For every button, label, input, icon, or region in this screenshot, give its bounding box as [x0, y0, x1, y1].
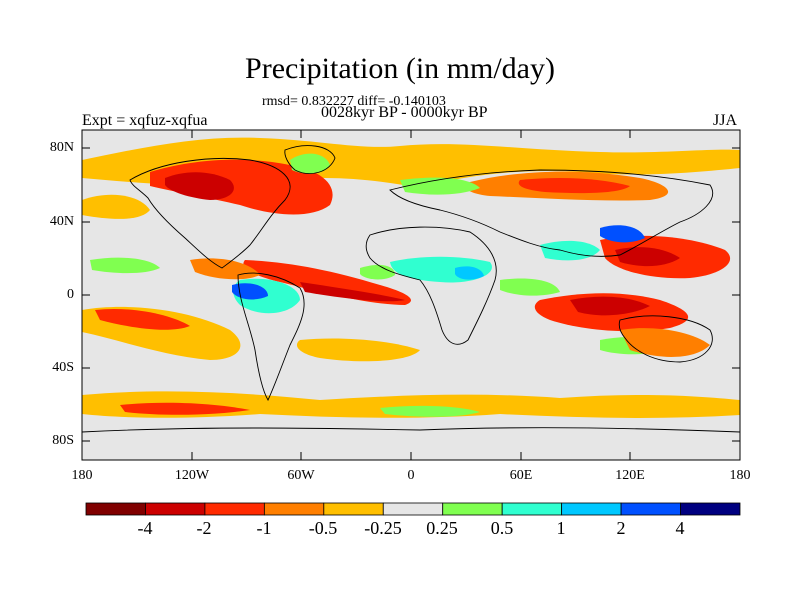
sahel-green: [360, 264, 395, 280]
colorbar-swatch: [680, 502, 741, 516]
colorbar-label: -2: [196, 518, 212, 538]
s-atlantic-orange: [296, 338, 420, 362]
lon-label-60w: 60W: [287, 468, 315, 483]
southern-ocean-red: [120, 402, 250, 415]
s-pacific-red: [95, 308, 190, 330]
s-china-blue: [600, 225, 645, 243]
colorbar-swatch: [263, 502, 325, 516]
greenland-outline: [284, 145, 336, 174]
colorbar-label: 2: [616, 518, 626, 538]
lon-label-180e: 180: [729, 468, 751, 483]
antarctic-green: [380, 405, 480, 417]
south-america-outline: [237, 272, 305, 401]
eurasia-outline: [389, 169, 714, 257]
map-title: Precipitation (in mm/day): [245, 52, 555, 85]
lon-label-120w: 120W: [174, 468, 210, 483]
colorbar-swatch: [561, 502, 622, 516]
lon-label-180w: 180: [71, 468, 93, 483]
lon-label-60e: 60E: [509, 468, 533, 483]
antarctica-outline: [82, 427, 740, 433]
colorbar-swatch: [620, 502, 681, 516]
amazon-blue: [232, 283, 268, 300]
colorbar-swatch: [442, 502, 503, 516]
greenland-green: [290, 153, 330, 174]
north-america-outline: [129, 158, 291, 269]
lon-tickmarks: [81, 130, 741, 460]
season-label: JJA: [713, 112, 738, 129]
colorbar-swatch: [204, 502, 265, 516]
southern-ocean-orange: [82, 391, 740, 418]
eurasia-darkred: [518, 178, 630, 194]
colorbar-swatch: [85, 502, 146, 516]
lat-tickmarks: [82, 147, 740, 442]
lon-label-0: 0: [407, 468, 415, 483]
maritime-darkred: [570, 296, 650, 316]
colorbar-label: -0.25: [364, 518, 402, 538]
colorbar-label: 0.5: [490, 518, 514, 538]
period-line: 0028kyr BP - 0000kyr BP: [321, 104, 488, 121]
colorbar-label: 0.25: [426, 518, 458, 538]
colorbar-swatch: [323, 502, 384, 516]
colorbar-swatch: [501, 502, 563, 516]
lat-label-0: 0: [67, 287, 74, 302]
australia-orange: [620, 328, 710, 357]
colorbar: [85, 502, 741, 516]
colorbar-label: -1: [256, 518, 272, 538]
lat-label-40n: 40N: [49, 214, 74, 229]
east-pacific-green: [90, 257, 160, 274]
colorbar-swatch: [145, 502, 206, 516]
africa-outline: [365, 226, 497, 345]
siberia-green: [400, 177, 480, 195]
lat-label-40s: 40S: [52, 360, 74, 375]
precipitation-field: [82, 130, 740, 460]
experiment-label: Expt = xqfuz-xqfua: [82, 112, 208, 129]
lat-label-80n: 80N: [49, 140, 74, 155]
colorbar-swatch: [382, 502, 444, 516]
colorbar-label: 1: [556, 518, 566, 538]
colorbar-label: -0.5: [308, 518, 338, 538]
n-pacific-orange: [82, 194, 150, 219]
africa-blue: [455, 266, 484, 280]
canada-red: [165, 172, 234, 200]
tropical-atlantic-darkred: [300, 282, 405, 302]
australia-outline: [618, 315, 713, 363]
colorbar-label: -4: [137, 518, 153, 538]
stats-line: rmsd= 0.832227 diff= -0.140103: [262, 94, 446, 109]
coastlines: [82, 145, 740, 433]
indian-ocean-green: [500, 278, 560, 296]
lat-label-80s: 80S: [52, 433, 74, 448]
w-pacific-darkred: [615, 247, 680, 267]
lon-label-120e: 120E: [615, 468, 645, 483]
colorbar-label: 4: [675, 518, 685, 538]
